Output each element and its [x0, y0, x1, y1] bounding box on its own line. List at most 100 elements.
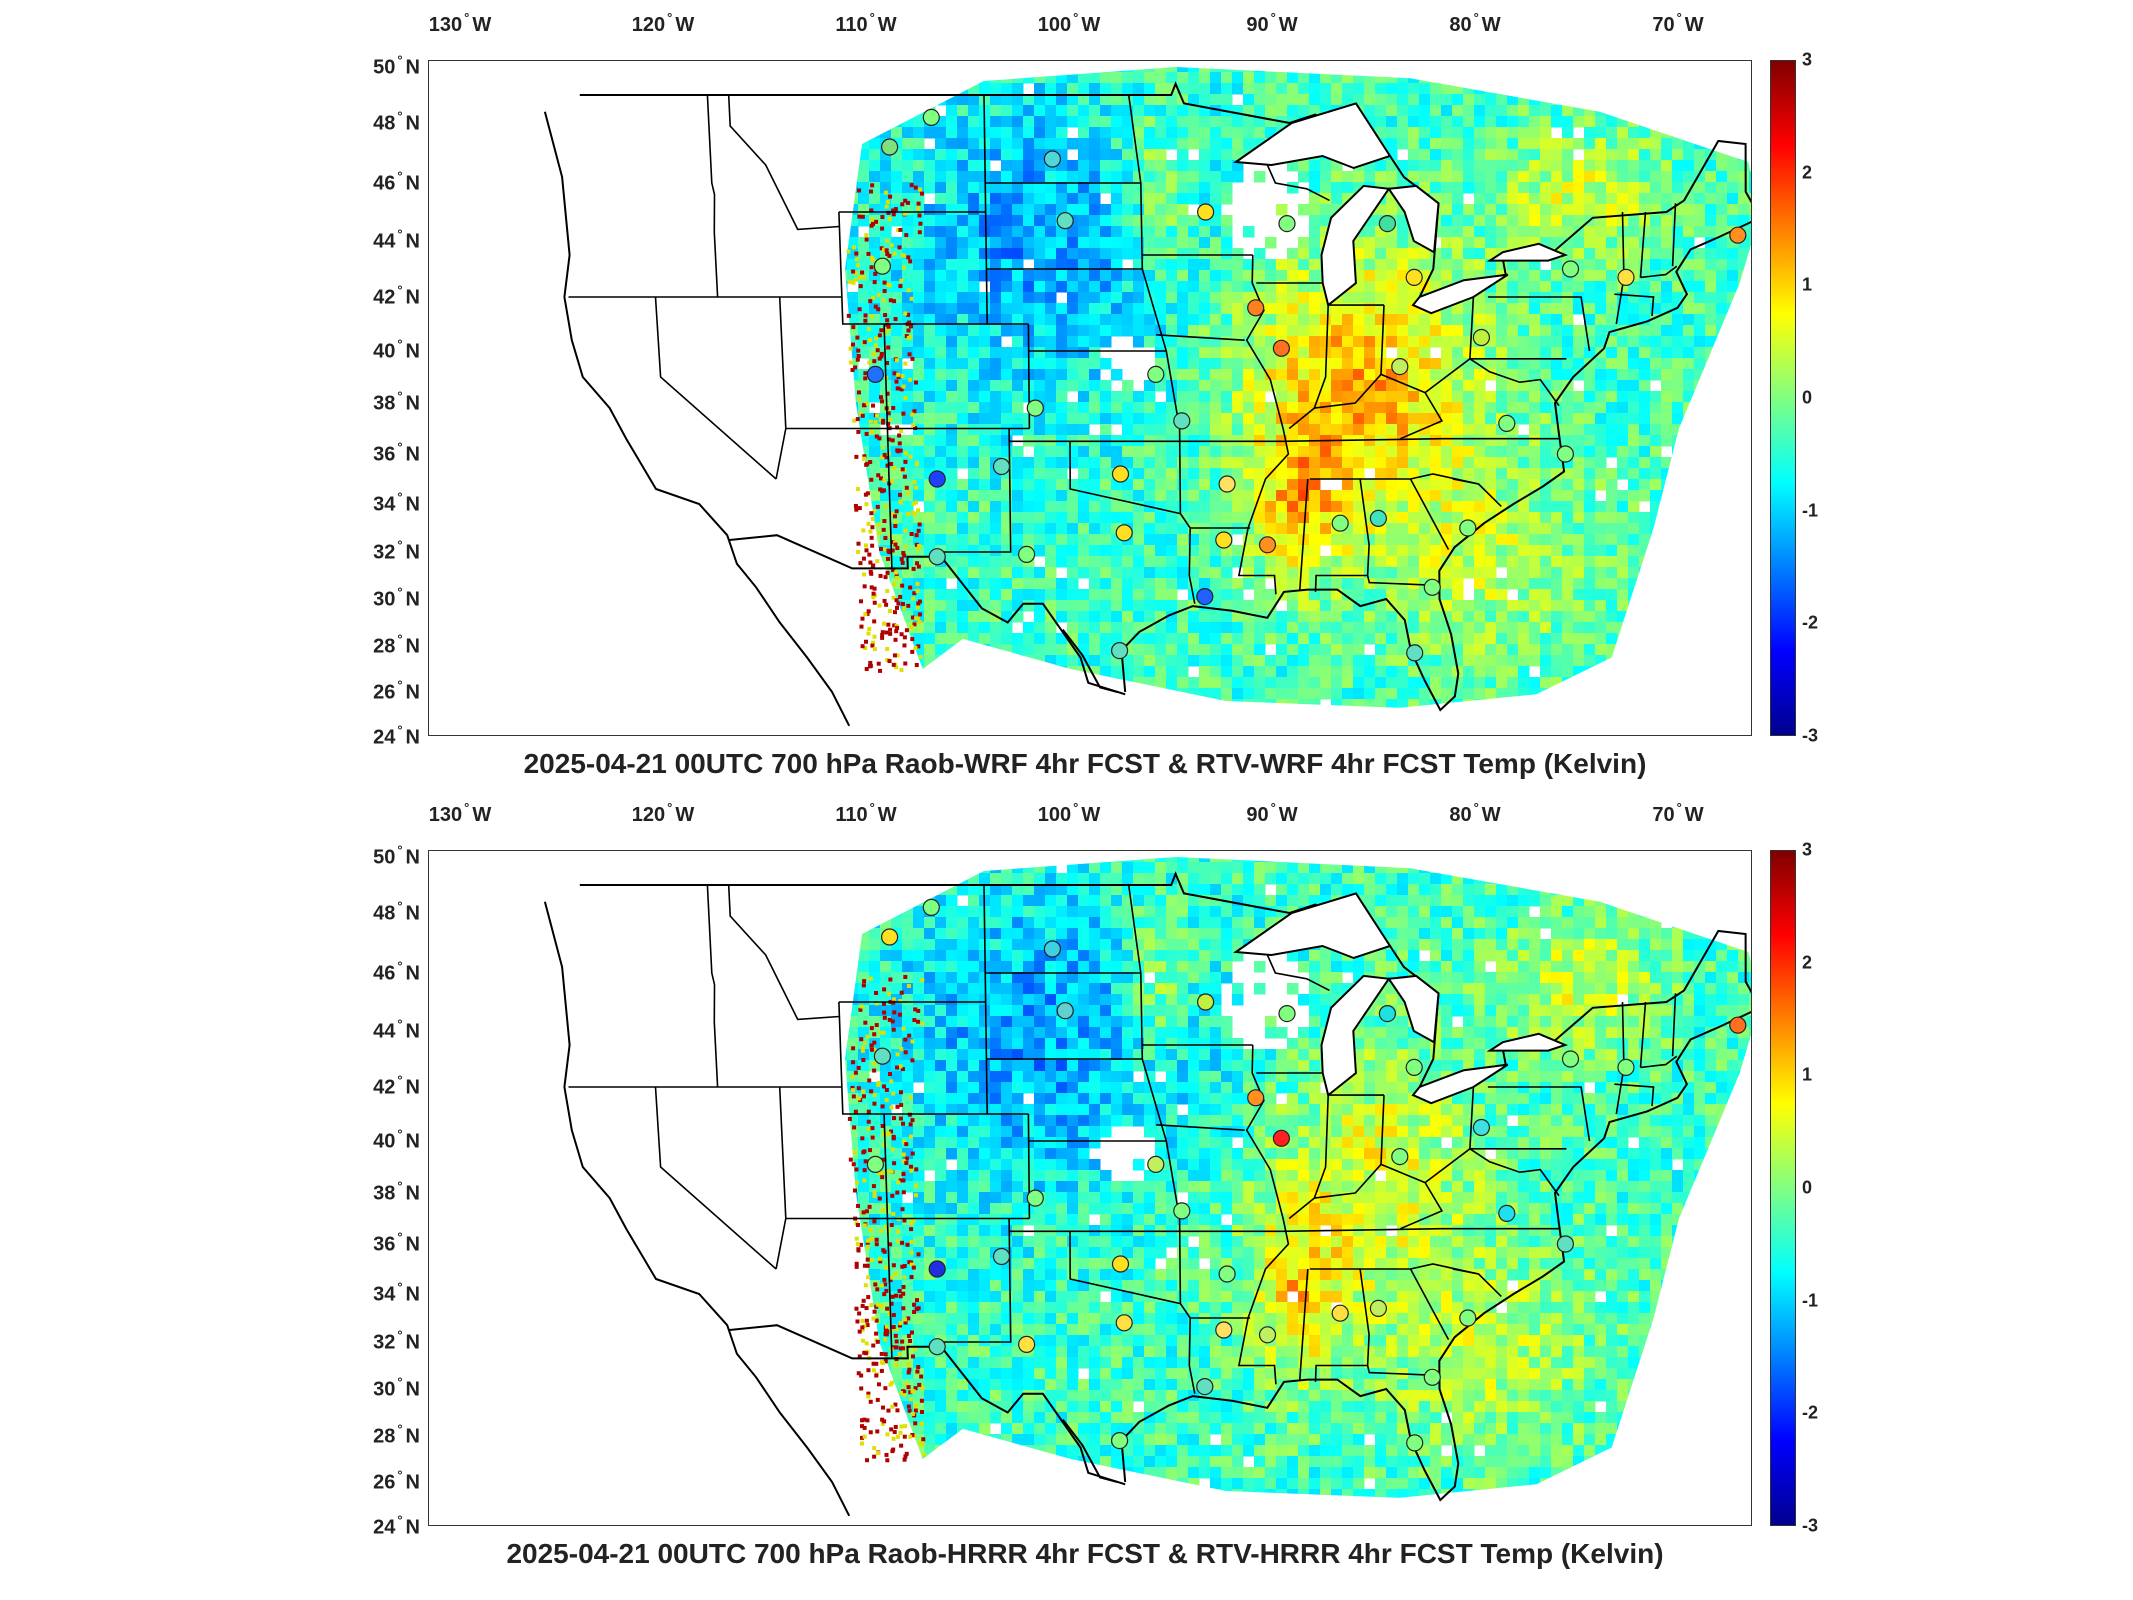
longitude-tick-label: 130 ° W: [428, 800, 492, 826]
field-speckle: [860, 1048, 865, 1053]
field-speckle: [868, 660, 873, 665]
field-speckle: [891, 1091, 896, 1096]
field-speckle: [910, 356, 915, 361]
field-speckle: [886, 991, 891, 996]
field-speckle: [876, 1082, 881, 1087]
raob-station-marker: [922, 108, 940, 127]
field-speckle: [906, 1361, 911, 1366]
field-speckle: [851, 1046, 856, 1051]
latitude-tick-label: 46 ° N: [373, 168, 420, 195]
field-speckle: [890, 1019, 895, 1024]
field-speckle: [863, 543, 868, 548]
field-speckle: [867, 627, 872, 632]
field-speckle: [916, 1252, 921, 1257]
field-speckle: [860, 616, 865, 621]
field-speckle: [897, 1351, 902, 1356]
field-speckle: [874, 1242, 879, 1247]
field-speckle: [906, 1370, 911, 1375]
field-speckle: [903, 1050, 908, 1055]
state-border: [1288, 1095, 1329, 1220]
field-speckle: [863, 1020, 868, 1025]
field-speckle: [880, 1157, 885, 1162]
field-speckle: [882, 1084, 887, 1089]
field-speckle: [868, 529, 873, 534]
longitude-tick-label: 80 ° W: [1449, 10, 1501, 36]
field-speckle: [893, 542, 898, 547]
colorbar-tick-label: 3: [1802, 839, 1813, 860]
field-speckle: [893, 1333, 898, 1338]
field-speckle: [853, 503, 858, 508]
field-speckle: [866, 1109, 871, 1114]
field-speckle: [867, 1204, 872, 1209]
field-speckle: [920, 1442, 925, 1447]
field-speckle: [909, 1330, 914, 1335]
field-speckle: [875, 1287, 880, 1292]
field-speckle: [903, 974, 908, 979]
field-speckle: [885, 238, 890, 243]
latitude-tick-label: 48 ° N: [373, 108, 420, 135]
field-speckle: [853, 277, 858, 282]
field-speckle: [880, 630, 885, 635]
latitude-tick-label: 30 ° N: [373, 1374, 420, 1401]
field-speckle: [890, 540, 895, 545]
field-speckle: [868, 976, 873, 981]
field-speckle: [895, 1052, 900, 1057]
field-speckle: [880, 1104, 885, 1109]
field-speckle: [876, 307, 881, 312]
field-speckle: [872, 1068, 877, 1073]
field-speckle: [872, 619, 877, 624]
field-speckle: [890, 1147, 895, 1152]
field-speckle: [870, 183, 875, 188]
field-speckle: [862, 1350, 867, 1355]
field-speckle: [855, 1319, 860, 1324]
raob-station-marker: [1459, 519, 1477, 537]
field-speckle: [861, 403, 866, 408]
field-speckle: [850, 1074, 855, 1079]
field-speckle: [898, 1178, 903, 1183]
raob-station-marker: [1498, 414, 1516, 432]
field-speckle: [901, 1159, 906, 1164]
field-speckle: [869, 1089, 874, 1094]
field-speckle: [872, 280, 877, 285]
field-speckle: [850, 1088, 855, 1093]
field-speckle: [892, 371, 897, 376]
field-speckle: [898, 1294, 903, 1299]
field-speckle: [916, 547, 921, 552]
field-speckle: [887, 1072, 892, 1077]
field-speckle: [888, 298, 893, 303]
field-speckle: [893, 1402, 898, 1407]
field-speckle: [882, 519, 887, 524]
field-speckle: [891, 1211, 896, 1216]
field-speckle: [851, 1060, 856, 1065]
raob-station-marker: [928, 1338, 946, 1356]
longitude-tick-label: 130 ° W: [428, 10, 492, 36]
field-speckle: [874, 1361, 879, 1366]
field-speckle: [869, 208, 874, 213]
field-speckle: [860, 1318, 865, 1323]
field-speckle: [896, 374, 901, 379]
latitude-tick-label: 50 ° N: [373, 52, 420, 79]
field-speckle: [903, 198, 908, 203]
field-speckle: [856, 429, 861, 434]
field-speckle: [864, 502, 869, 507]
field-speckle: [859, 1373, 864, 1378]
field-speckle: [908, 1122, 913, 1127]
field-speckle: [879, 1304, 884, 1309]
field-speckle: [872, 1061, 877, 1066]
field-speckle: [859, 624, 864, 629]
field-speckle: [910, 412, 915, 417]
raob-station-marker: [1272, 339, 1291, 357]
field-speckle: [920, 191, 925, 196]
field-speckle: [906, 255, 911, 260]
field-speckle: [884, 1288, 889, 1293]
field-speckle: [877, 603, 882, 608]
field-speckle: [854, 1236, 859, 1241]
field-speckle: [884, 1224, 889, 1229]
field-speckle: [893, 317, 898, 322]
field-speckle: [877, 333, 882, 338]
field-speckle: [875, 504, 880, 509]
field-speckle: [870, 1126, 875, 1131]
field-speckle: [855, 417, 860, 422]
field-speckle: [911, 1265, 916, 1270]
field-speckle: [898, 1390, 903, 1395]
